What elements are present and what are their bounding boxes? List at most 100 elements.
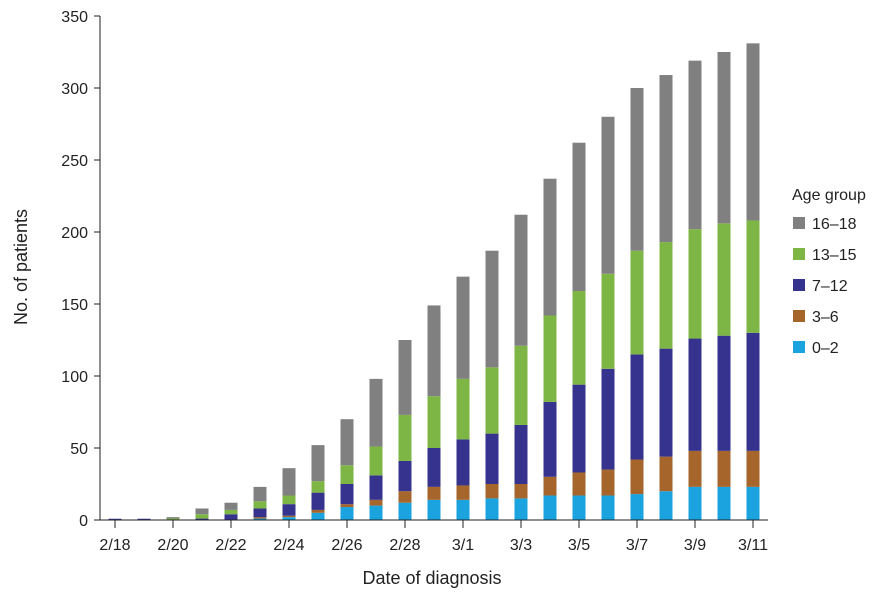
bar-segment bbox=[543, 401, 557, 477]
bar-segment bbox=[282, 495, 296, 505]
bar-segment bbox=[514, 424, 528, 484]
bar-segment bbox=[253, 501, 267, 509]
x-tick-label: 2/18 bbox=[99, 537, 130, 554]
bar-segment bbox=[369, 499, 383, 506]
legend-label: 3–6 bbox=[812, 309, 839, 326]
y-axis: 0 50 100 150 200 250 300 350 bbox=[61, 9, 101, 530]
x-tick-label: 3/5 bbox=[568, 537, 590, 554]
bar-segment bbox=[398, 502, 412, 520]
bar-segment bbox=[485, 367, 499, 434]
bar-segment bbox=[688, 338, 702, 451]
bar-segment bbox=[282, 504, 296, 516]
bar-segment bbox=[543, 476, 557, 496]
bar-segment bbox=[195, 508, 209, 515]
bar-segment bbox=[195, 514, 209, 519]
bar-segment bbox=[485, 250, 499, 368]
bar-segment bbox=[572, 472, 586, 496]
legend-swatch bbox=[793, 341, 805, 353]
x-axis-label: Date of diagnosis bbox=[362, 568, 501, 588]
bar-segment bbox=[485, 433, 499, 484]
bar-segment bbox=[485, 498, 499, 520]
legend-swatch bbox=[793, 310, 805, 322]
y-tick-label: 300 bbox=[61, 81, 88, 98]
bar-segment bbox=[253, 508, 267, 518]
bar-segment bbox=[543, 315, 557, 402]
bar-segment bbox=[340, 484, 354, 505]
x-tick-label: 3/1 bbox=[452, 537, 474, 554]
bar-segment bbox=[746, 450, 760, 487]
bar-segment bbox=[456, 439, 470, 486]
bar-segment bbox=[224, 502, 238, 510]
bar-segment bbox=[746, 43, 760, 221]
bar-segment bbox=[427, 448, 441, 487]
bar-segment bbox=[688, 229, 702, 339]
y-tick-label: 150 bbox=[61, 297, 88, 314]
legend: Age group 16–18 13–15 7–12 3–6 0–2 bbox=[792, 187, 866, 357]
bar-segment bbox=[601, 116, 615, 274]
bar-segment bbox=[340, 419, 354, 466]
bar-segment bbox=[572, 291, 586, 385]
bar-segment bbox=[282, 517, 296, 520]
y-tick-label: 50 bbox=[70, 441, 88, 458]
bar-segment bbox=[572, 495, 586, 520]
x-tick-label: 2/26 bbox=[331, 537, 362, 554]
bar-segment bbox=[340, 465, 354, 484]
bar-segment bbox=[543, 495, 557, 520]
legend-label: 13–15 bbox=[812, 247, 857, 264]
legend-title: Age group bbox=[792, 187, 866, 204]
x-tick-label: 2/28 bbox=[389, 537, 420, 554]
bar-segment bbox=[659, 242, 673, 349]
y-axis-label: No. of patients bbox=[11, 209, 31, 325]
bar-segment bbox=[601, 495, 615, 520]
bar-segment bbox=[630, 494, 644, 520]
bar-segment bbox=[456, 499, 470, 520]
bar-segment bbox=[456, 485, 470, 500]
x-tick-label: 2/24 bbox=[273, 537, 304, 554]
bar-segment bbox=[311, 512, 325, 520]
bar-segment bbox=[340, 507, 354, 520]
bar-segment bbox=[717, 486, 731, 520]
bar-segment bbox=[166, 517, 180, 519]
bar-segment bbox=[282, 468, 296, 496]
bar-segment bbox=[630, 354, 644, 460]
bar-segment bbox=[746, 220, 760, 333]
bar-segment bbox=[659, 491, 673, 520]
bar-segment bbox=[746, 486, 760, 520]
x-tick-label: 3/3 bbox=[510, 537, 532, 554]
bar-segment bbox=[659, 456, 673, 492]
bar-segment bbox=[369, 378, 383, 447]
bar-segment bbox=[456, 276, 470, 379]
legend-swatch bbox=[793, 248, 805, 260]
bar-segment bbox=[601, 368, 615, 470]
bar-segment bbox=[746, 332, 760, 451]
bar-segment bbox=[717, 52, 731, 224]
bar-segment bbox=[688, 486, 702, 520]
bar-segment bbox=[398, 491, 412, 503]
legend-label: 0–2 bbox=[812, 340, 839, 357]
bar-segment bbox=[514, 214, 528, 346]
bar-segment bbox=[253, 517, 267, 519]
bar-segment bbox=[340, 504, 354, 508]
bar-segment bbox=[601, 469, 615, 496]
x-tick-label: 3/11 bbox=[738, 537, 768, 554]
bar-segment bbox=[659, 75, 673, 243]
bar-segment bbox=[224, 509, 238, 515]
bar-segment bbox=[717, 450, 731, 487]
legend-swatch bbox=[793, 279, 805, 291]
y-tick-label: 100 bbox=[61, 369, 88, 386]
bar-segment bbox=[514, 345, 528, 425]
bar-segment bbox=[601, 273, 615, 369]
bar-segment bbox=[630, 459, 644, 495]
bar-segment bbox=[717, 223, 731, 336]
bar-segment bbox=[688, 60, 702, 230]
bar-segment bbox=[717, 335, 731, 451]
bar-segment bbox=[630, 250, 644, 355]
bar-segment bbox=[630, 88, 644, 251]
x-tick-label: 3/9 bbox=[684, 537, 706, 554]
bar-segment bbox=[224, 514, 238, 520]
legend-label: 7–12 bbox=[812, 278, 848, 295]
bar-segment bbox=[572, 384, 586, 473]
legend-label: 16–18 bbox=[812, 216, 857, 233]
bar-segment bbox=[659, 348, 673, 457]
